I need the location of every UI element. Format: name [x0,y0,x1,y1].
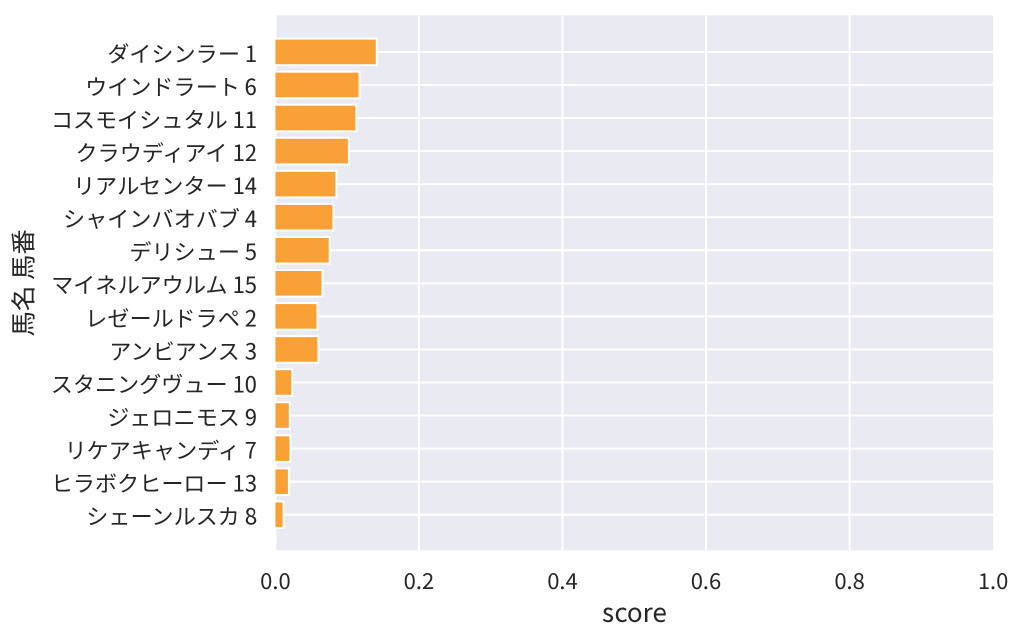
svg-text:デリシュー 5: デリシュー 5 [129,235,257,267]
svg-text:1.0: 1.0 [978,564,1009,596]
svg-text:ジェロニモス 9: ジェロニモス 9 [107,400,257,432]
svg-text:スタニングヴュー 10: スタニングヴュー 10 [51,367,257,399]
svg-text:クラウディアイ 12: クラウディアイ 12 [76,136,257,168]
svg-text:シェーンルスカ 8: シェーンルスカ 8 [86,500,257,532]
svg-text:0.8: 0.8 [834,564,865,596]
svg-text:ヒラボクヒーロー 13: ヒラボクヒーロー 13 [51,467,257,499]
svg-text:0.6: 0.6 [691,564,722,596]
svg-text:ウインドラート 6: ウインドラート 6 [85,70,257,102]
svg-text:0.0: 0.0 [260,564,291,596]
svg-text:リケアキャンディ 7: リケアキャンディ 7 [65,434,257,466]
svg-text:シャインバオバブ 4: シャインバオバブ 4 [63,202,257,234]
svg-text:馬名 馬番: 馬名 馬番 [5,229,41,336]
svg-text:0.4: 0.4 [547,564,578,596]
svg-text:0.2: 0.2 [404,564,435,596]
svg-text:アンビアンス 3: アンビアンス 3 [109,334,257,366]
svg-text:マイネルアウルム 15: マイネルアウルム 15 [51,268,257,300]
svg-text:リアルセンター 14: リアルセンター 14 [73,169,257,201]
svg-text:レゼールドラペ 2: レゼールドラペ 2 [85,301,257,333]
svg-text:ダイシンラー 1: ダイシンラー 1 [107,37,257,69]
svg-text:score: score [602,593,667,630]
svg-text:コスモイシュタル 11: コスモイシュタル 11 [51,103,257,135]
